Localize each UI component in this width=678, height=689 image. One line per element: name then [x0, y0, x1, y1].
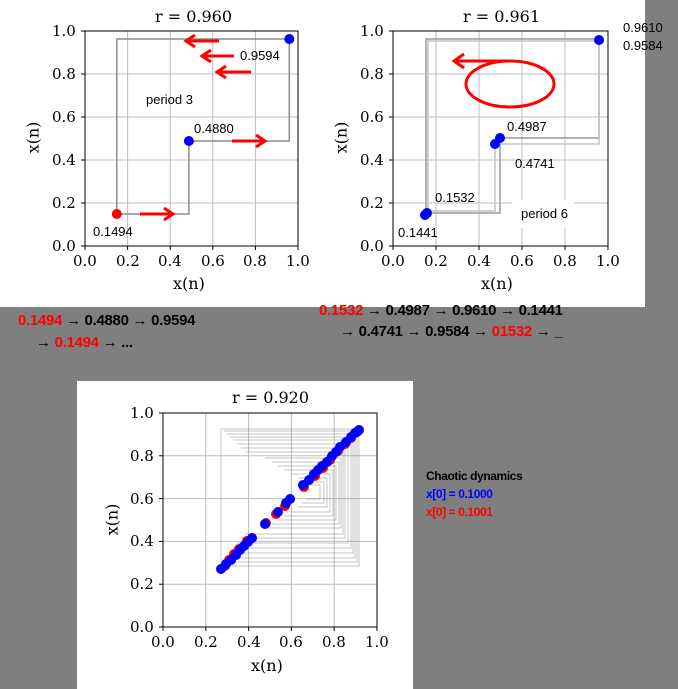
chart3-ylabel: x(n) [102, 503, 122, 536]
red-arrows [140, 33, 268, 222]
chart2-label-09584: 0.9584 [623, 38, 663, 53]
point-04880 [183, 136, 194, 146]
red-loop-arrow [451, 52, 556, 109]
chart1-label-01494: 0.1494 [93, 224, 133, 239]
chart1-label-09594: 0.9594 [240, 48, 280, 63]
chart3-title: r = 0.920 [232, 388, 310, 407]
cobweb-path [425, 38, 600, 214]
chart2-label-01532: 0.1532 [435, 190, 475, 205]
chart2-title: r = 0.961 [463, 7, 541, 26]
panel-top [0, 0, 645, 307]
sequence1-line1: 0.1494 → 0.4880 → 0.9594 [18, 312, 196, 329]
chart1-label-04880: 0.4880 [194, 121, 234, 136]
point-01532 [422, 208, 432, 218]
point-01494 [111, 209, 122, 219]
chart2-label-04741: 0.4741 [515, 156, 555, 171]
legend-red-label: x[0] = 0.1001 [426, 505, 493, 519]
grid-lines [85, 31, 298, 246]
blue-points [216, 425, 364, 574]
sequence2-line1: 0.1532 → 0.4987 → 0.9610 → 0.1441 [319, 302, 563, 319]
chart2-label-01441: 0.1441 [398, 225, 438, 240]
point-09610 [594, 35, 604, 45]
chart2-label-04987: 0.4987 [507, 119, 547, 134]
sequence2-line2: → 0.4741 → 0.9584 → 01532 → _ [340, 323, 563, 340]
chart2-xlabel: x(n) [481, 274, 513, 293]
chart1-period-label: period 3 [146, 92, 193, 107]
chart2-label-09610: 0.9610 [623, 20, 663, 35]
legend-blue-label: x[0] = 0.1000 [426, 487, 493, 501]
point-09594 [284, 34, 295, 44]
chart3-xlabel: x(n) [251, 656, 283, 675]
chart2-period-label: period 6 [521, 206, 568, 221]
chart2-period-background [512, 200, 574, 228]
legend-title: Chaotic dynamics [426, 469, 523, 483]
chart1-title: r = 0.960 [155, 7, 233, 26]
sequence1-line2: → 0.1494 → ... [36, 334, 133, 351]
chart1-xlabel: x(n) [173, 274, 205, 293]
point-04987 [495, 133, 505, 143]
cobweb-path [116, 38, 291, 215]
